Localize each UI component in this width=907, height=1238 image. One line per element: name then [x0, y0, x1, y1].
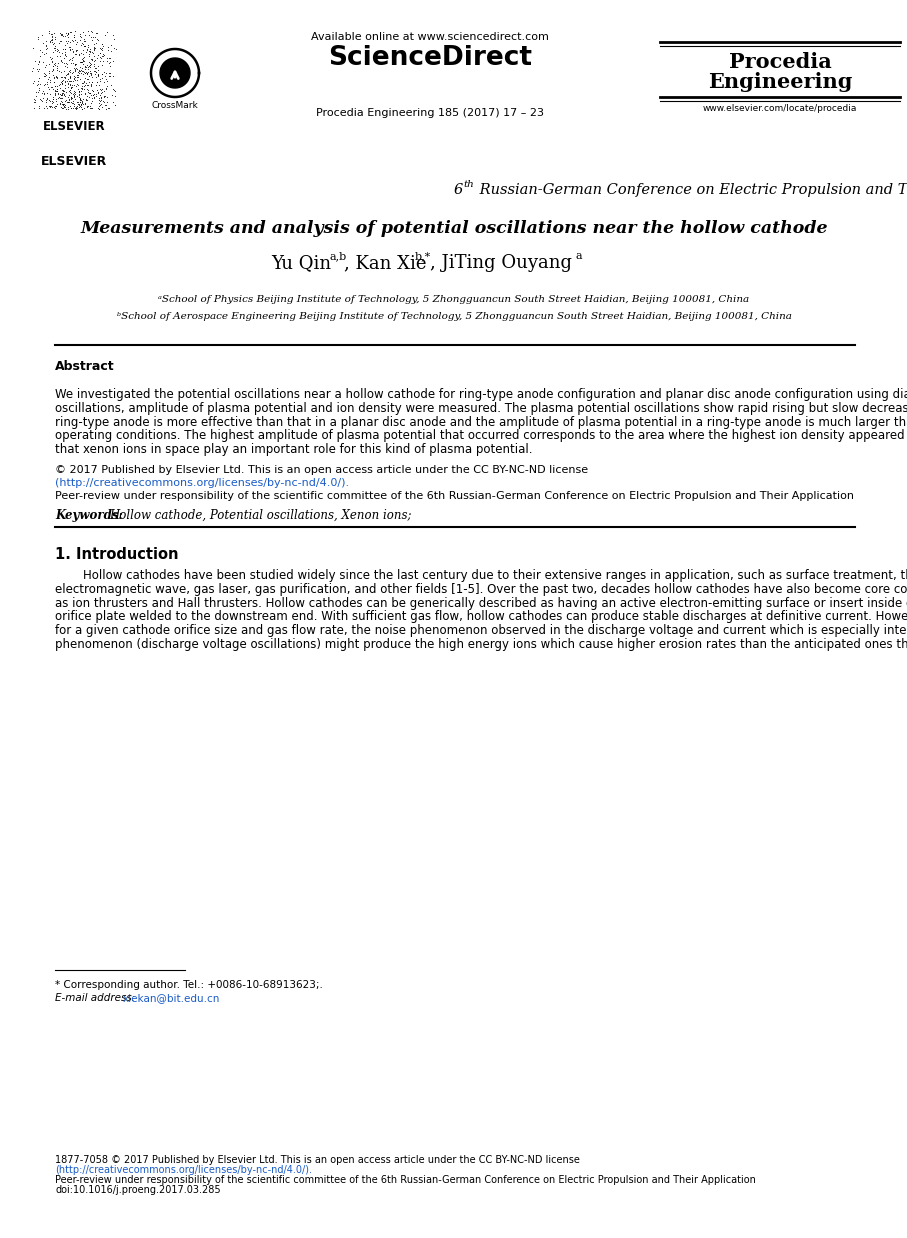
- Text: Engineering: Engineering: [707, 72, 853, 92]
- Text: ring-type anode is more effective than that in a planar disc anode and the ampli: ring-type anode is more effective than t…: [55, 416, 907, 428]
- Polygon shape: [160, 58, 190, 88]
- Text: Peer-review under responsibility of the scientific committee of the 6th Russian-: Peer-review under responsibility of the …: [55, 491, 854, 501]
- Text: Russian-German Conference on Electric Propulsion and Their Application: Russian-German Conference on Electric Pr…: [475, 183, 907, 197]
- Text: Hollow cathode, Potential oscillations, Xenon ions;: Hollow cathode, Potential oscillations, …: [109, 509, 412, 522]
- Text: Keywords:: Keywords:: [55, 509, 122, 522]
- Text: 6: 6: [454, 183, 463, 197]
- Text: We investigated the potential oscillations near a hollow cathode for ring-type a: We investigated the potential oscillatio…: [55, 387, 907, 401]
- Text: Available online at www.sciencedirect.com: Available online at www.sciencedirect.co…: [311, 32, 549, 42]
- Text: (http://creativecommons.org/licenses/by-nc-nd/4.0/).: (http://creativecommons.org/licenses/by-…: [55, 478, 349, 488]
- Text: , Kan Xie: , Kan Xie: [344, 254, 426, 272]
- Text: Procedia Engineering 185 (2017) 17 – 23: Procedia Engineering 185 (2017) 17 – 23: [316, 108, 544, 118]
- Text: ELSEVIER: ELSEVIER: [41, 155, 107, 168]
- Text: Abstract: Abstract: [55, 360, 114, 373]
- Text: ScienceDirect: ScienceDirect: [328, 45, 532, 71]
- Text: Peer-review under responsibility of the scientific committee of the 6th Russian-: Peer-review under responsibility of the …: [55, 1175, 756, 1185]
- Text: a,b: a,b: [330, 251, 347, 261]
- Text: oscillations, amplitude of plasma potential and ion density were measured. The p: oscillations, amplitude of plasma potent…: [55, 402, 907, 415]
- Text: orifice plate welded to the downstream end. With sufficient gas flow, hollow cat: orifice plate welded to the downstream e…: [55, 610, 907, 624]
- Text: E-mail address:: E-mail address:: [55, 993, 135, 1003]
- Text: ᵃSchool of Physics Beijing Institute of Technology, 5 Zhongguancun South Street : ᵃSchool of Physics Beijing Institute of …: [159, 295, 749, 305]
- Text: Hollow cathodes have been studied widely since the last century due to their ext: Hollow cathodes have been studied widely…: [83, 569, 907, 582]
- Text: Yu Qin: Yu Qin: [271, 254, 331, 272]
- Text: CrossMark: CrossMark: [151, 102, 199, 110]
- Text: doi:10.1016/j.proeng.2017.03.285: doi:10.1016/j.proeng.2017.03.285: [55, 1185, 220, 1195]
- Text: www.elsevier.com/locate/procedia: www.elsevier.com/locate/procedia: [703, 104, 857, 113]
- Text: ELSEVIER: ELSEVIER: [43, 120, 105, 132]
- Text: ᵇSchool of Aerospace Engineering Beijing Institute of Technology, 5 Zhongguancun: ᵇSchool of Aerospace Engineering Beijing…: [117, 312, 792, 321]
- Text: Measurements and analysis of potential oscillations near the hollow cathode: Measurements and analysis of potential o…: [80, 220, 828, 236]
- Text: b,*: b,*: [415, 251, 431, 261]
- Text: that xenon ions in space play an important role for this kind of plasma potentia: that xenon ions in space play an importa…: [55, 443, 532, 456]
- Text: * Corresponding author. Tel.: +0086-10-68913623;.: * Corresponding author. Tel.: +0086-10-6…: [55, 980, 323, 990]
- Text: as ion thrusters and Hall thrusters. Hollow cathodes can be generically describe: as ion thrusters and Hall thrusters. Hol…: [55, 597, 907, 609]
- Text: a: a: [575, 251, 581, 261]
- Text: 1. Introduction: 1. Introduction: [55, 547, 179, 562]
- Text: , JiTing Ouyang: , JiTing Ouyang: [430, 254, 572, 272]
- Text: operating conditions. The highest amplitude of plasma potential that occurred co: operating conditions. The highest amplit…: [55, 430, 907, 442]
- Text: th: th: [463, 180, 473, 189]
- Text: 1877-7058 © 2017 Published by Elsevier Ltd. This is an open access article under: 1877-7058 © 2017 Published by Elsevier L…: [55, 1155, 580, 1165]
- Text: for a given cathode orifice size and gas flow rate, the noise phenomenon observe: for a given cathode orifice size and gas…: [55, 624, 907, 638]
- Text: © 2017 Published by Elsevier Ltd. This is an open access article under the CC BY: © 2017 Published by Elsevier Ltd. This i…: [55, 465, 588, 475]
- Text: xiekan@bit.edu.cn: xiekan@bit.edu.cn: [123, 993, 220, 1003]
- Text: phenomenon (discharge voltage oscillations) might produce the high energy ions w: phenomenon (discharge voltage oscillatio…: [55, 638, 907, 651]
- Text: (http://creativecommons.org/licenses/by-nc-nd/4.0/).: (http://creativecommons.org/licenses/by-…: [55, 1165, 312, 1175]
- Text: Procedia: Procedia: [728, 52, 832, 72]
- Text: electromagnetic wave, gas laser, gas purification, and other fields [1-5]. Over : electromagnetic wave, gas laser, gas pur…: [55, 583, 907, 595]
